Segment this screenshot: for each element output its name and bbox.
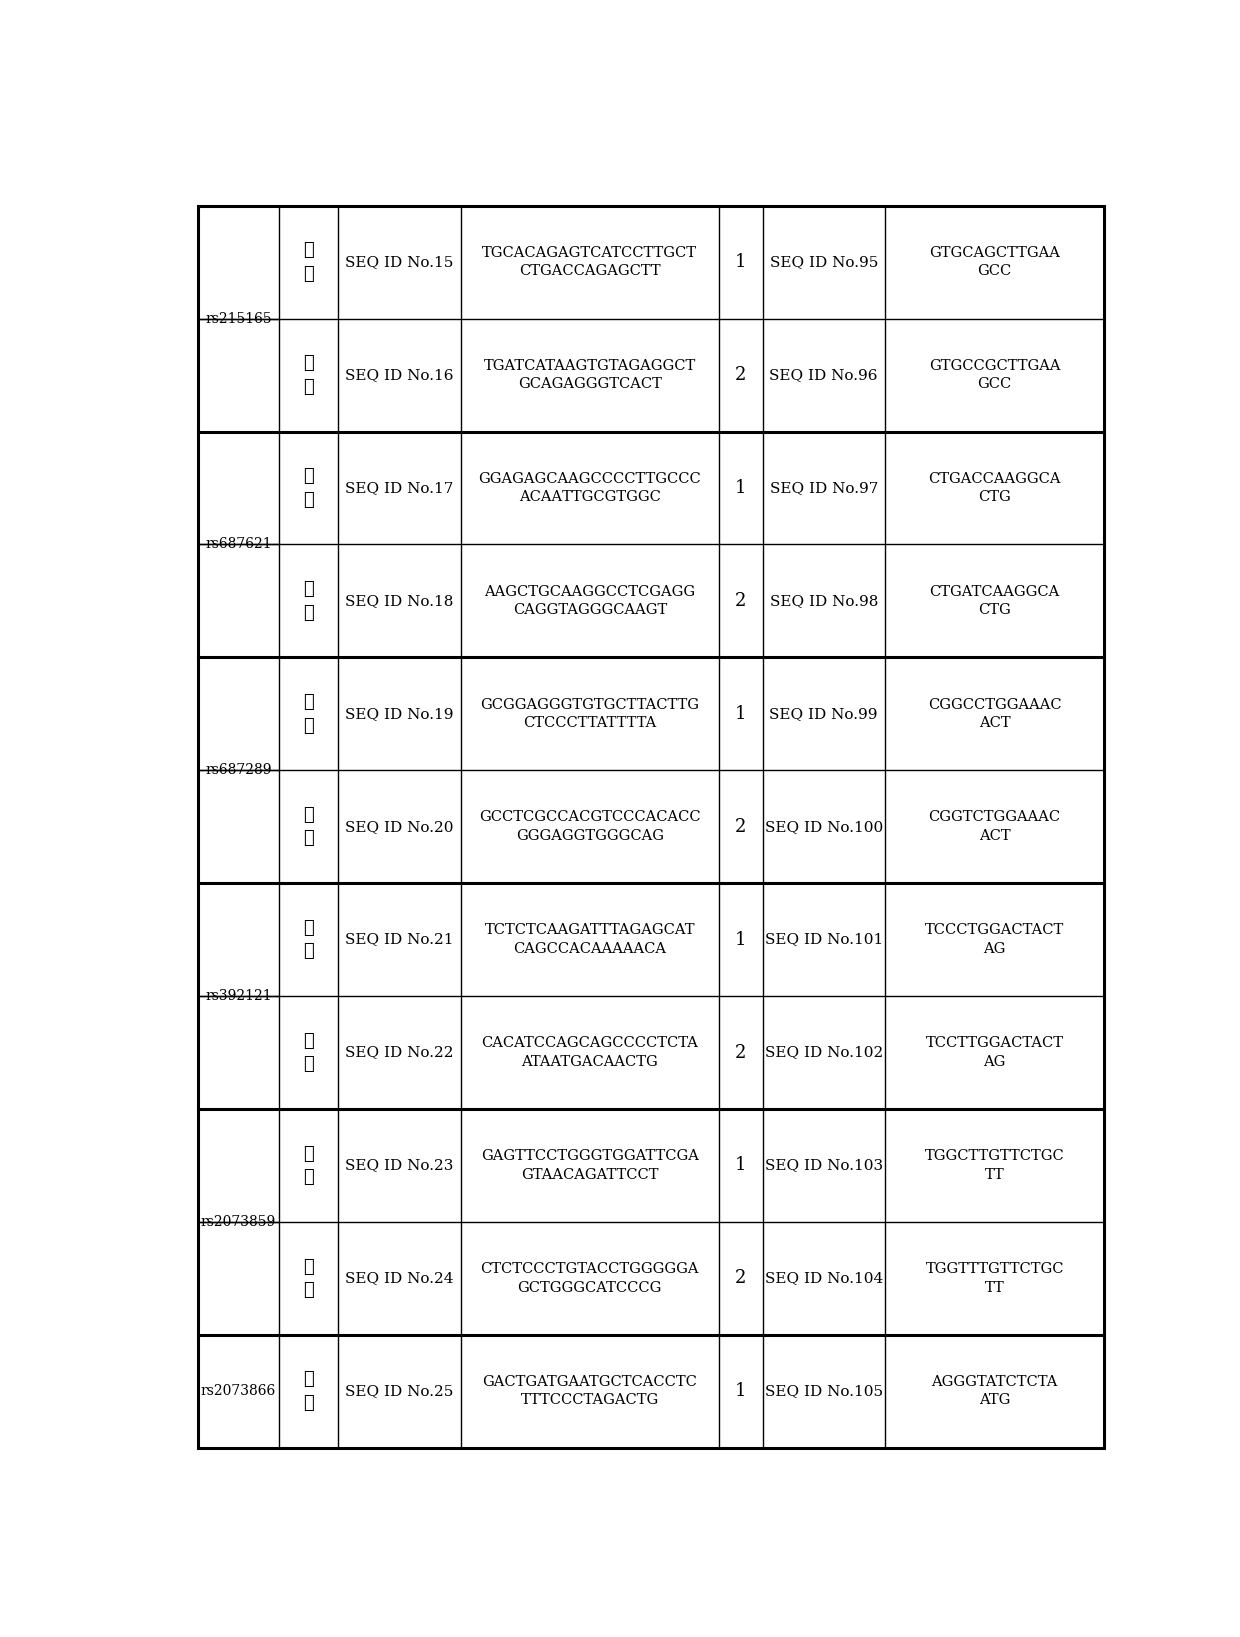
Text: 下
游: 下 游 bbox=[304, 354, 314, 396]
Text: 1: 1 bbox=[735, 480, 746, 498]
Text: SEQ ID No.105: SEQ ID No.105 bbox=[765, 1385, 883, 1398]
Text: SEQ ID No.98: SEQ ID No.98 bbox=[770, 594, 878, 607]
Text: CGGTCTGGAAAC
ACT: CGGTCTGGAAAC ACT bbox=[929, 810, 1060, 843]
Text: rs2073859: rs2073859 bbox=[201, 1215, 277, 1229]
Text: rs215165: rs215165 bbox=[205, 311, 272, 326]
Text: rs687621: rs687621 bbox=[205, 537, 272, 552]
Text: CTCTCCCTGTACCTGGGGGA
GCTGGGCATCCCG: CTCTCCCTGTACCTGGGGGA GCTGGGCATCCCG bbox=[481, 1262, 699, 1295]
Text: rs687289: rs687289 bbox=[205, 763, 272, 778]
Text: SEQ ID No.104: SEQ ID No.104 bbox=[765, 1272, 883, 1285]
Text: 2: 2 bbox=[735, 367, 746, 385]
Text: SEQ ID No.16: SEQ ID No.16 bbox=[345, 368, 454, 381]
Text: SEQ ID No.97: SEQ ID No.97 bbox=[770, 481, 878, 494]
Text: TCCCTGGACTACT
AG: TCCCTGGACTACT AG bbox=[925, 923, 1064, 956]
Text: SEQ ID No.103: SEQ ID No.103 bbox=[765, 1159, 883, 1172]
Text: 上
游: 上 游 bbox=[304, 1144, 314, 1187]
Text: TCTCTCAAGATTTAGAGCAT
CAGCCACAAAAACA: TCTCTCAAGATTTAGAGCAT CAGCCACAAAAACA bbox=[485, 923, 696, 956]
Text: GGAGAGCAAGCCCCTTGCCC
ACAAТТGCGTGGC: GGAGAGCAAGCCCCTTGCCC ACAAТТGCGTGGC bbox=[479, 471, 701, 504]
Text: SEQ ID No.15: SEQ ID No.15 bbox=[345, 255, 454, 268]
Text: SEQ ID No.99: SEQ ID No.99 bbox=[770, 707, 878, 720]
Text: SEQ ID No.20: SEQ ID No.20 bbox=[345, 820, 454, 833]
Text: TGGCTTGTTCTGC
TT: TGGCTTGTTCTGC TT bbox=[925, 1149, 1064, 1182]
Text: SEQ ID No.95: SEQ ID No.95 bbox=[770, 255, 878, 268]
Text: SEQ ID No.18: SEQ ID No.18 bbox=[345, 594, 454, 607]
Text: 下
游: 下 游 bbox=[304, 1031, 314, 1074]
Text: TCCTTGGACTACT
AG: TCCTTGGACTACT AG bbox=[925, 1036, 1064, 1069]
Text: 1: 1 bbox=[735, 930, 746, 948]
Text: rs2073866: rs2073866 bbox=[201, 1385, 277, 1398]
Text: CGGCCTGGAAAC
ACT: CGGCCTGGAAAC ACT bbox=[928, 697, 1061, 730]
Text: 1: 1 bbox=[735, 254, 746, 272]
Text: SEQ ID No.19: SEQ ID No.19 bbox=[345, 707, 454, 720]
Text: 2: 2 bbox=[735, 1043, 746, 1061]
Text: GAGTTCCTGGGTGGATTCGA
GTAACAGATTCCT: GAGTTCCTGGGTGGATTCGA GTAACAGATTCCT bbox=[481, 1149, 698, 1182]
Text: rs392121: rs392121 bbox=[205, 989, 272, 1003]
Text: 下
游: 下 游 bbox=[304, 579, 314, 622]
Text: GTGCAGCTTGAA
GCC: GTGCAGCTTGAA GCC bbox=[929, 246, 1060, 278]
Text: SEQ ID No.21: SEQ ID No.21 bbox=[345, 933, 454, 946]
Text: 下
游: 下 游 bbox=[304, 805, 314, 848]
Text: GCCTCGCCACGTCCCACACC
GGGAGGTGGGCAG: GCCTCGCCACGTCCCACACC GGGAGGTGGGCAG bbox=[479, 810, 701, 843]
Text: AAGCTGCAAGGCCTCGAGG
CAGGTAGGGCAAGT: AAGCTGCAAGGCCTCGAGG CAGGTAGGGCAAGT bbox=[485, 584, 696, 617]
Text: 2: 2 bbox=[735, 1269, 746, 1287]
Text: SEQ ID No.24: SEQ ID No.24 bbox=[345, 1272, 454, 1285]
Text: 上
游: 上 游 bbox=[304, 1370, 314, 1413]
Text: 下
游: 下 游 bbox=[304, 1257, 314, 1300]
Text: SEQ ID No.100: SEQ ID No.100 bbox=[765, 820, 883, 833]
Text: 1: 1 bbox=[735, 1382, 746, 1400]
Text: 上
游: 上 游 bbox=[304, 918, 314, 961]
Text: 1: 1 bbox=[735, 706, 746, 724]
Text: 1: 1 bbox=[735, 1156, 746, 1174]
Text: 2: 2 bbox=[735, 593, 746, 611]
Text: SEQ ID No.22: SEQ ID No.22 bbox=[345, 1046, 454, 1059]
Text: 上
游: 上 游 bbox=[304, 467, 314, 509]
Text: TGATCATAAGTGTAGAGGCT
GCAGAGGGTCACT: TGATCATAAGTGTAGAGGCT GCAGAGGGTCACT bbox=[484, 359, 696, 391]
Text: AGGGTATCTCTA
ATG: AGGGTATCTCTA ATG bbox=[931, 1375, 1058, 1408]
Text: SEQ ID No.101: SEQ ID No.101 bbox=[765, 933, 883, 946]
Text: CACATCCAGCAGCCCCTCTA
ATAATGACAACTG: CACATCCAGCAGCCCCTCTA ATAATGACAACTG bbox=[481, 1036, 698, 1069]
Text: GCGGAGGGTGTGCTTACTTG
CTCCCTTATTTTA: GCGGAGGGTGTGCTTACTTG CTCCCTTATTTTA bbox=[480, 697, 699, 730]
Text: SEQ ID No.17: SEQ ID No.17 bbox=[345, 481, 454, 494]
Text: 上
游: 上 游 bbox=[304, 692, 314, 735]
Text: 上
游: 上 游 bbox=[304, 241, 314, 283]
Text: SEQ ID No.96: SEQ ID No.96 bbox=[770, 368, 878, 381]
Text: CTGATCAAGGCA
CTG: CTGATCAAGGCA CTG bbox=[930, 584, 1060, 617]
Text: 2: 2 bbox=[735, 818, 746, 835]
Text: SEQ ID No.25: SEQ ID No.25 bbox=[345, 1385, 454, 1398]
Text: TGGTTTGTTCTGC
TT: TGGTTTGTTCTGC TT bbox=[925, 1262, 1064, 1295]
Text: TGCACAGAGTCATCCTTGCT
CTGACCAGAGCTT: TGCACAGAGTCATCCTTGCT CTGACCAGAGCTT bbox=[482, 246, 697, 278]
Text: GTGCCGCTTGAA
GCC: GTGCCGCTTGAA GCC bbox=[929, 359, 1060, 391]
Text: SEQ ID No.23: SEQ ID No.23 bbox=[345, 1159, 454, 1172]
Text: GACTGATGAATGCTCACCTC
TTTCCCTAGACTG: GACTGATGAATGCTCACCTC TTTCCCTAGACTG bbox=[482, 1375, 697, 1408]
Text: CTGACCAAGGCA
CTG: CTGACCAAGGCA CTG bbox=[929, 471, 1061, 504]
Text: SEQ ID No.102: SEQ ID No.102 bbox=[765, 1046, 883, 1059]
